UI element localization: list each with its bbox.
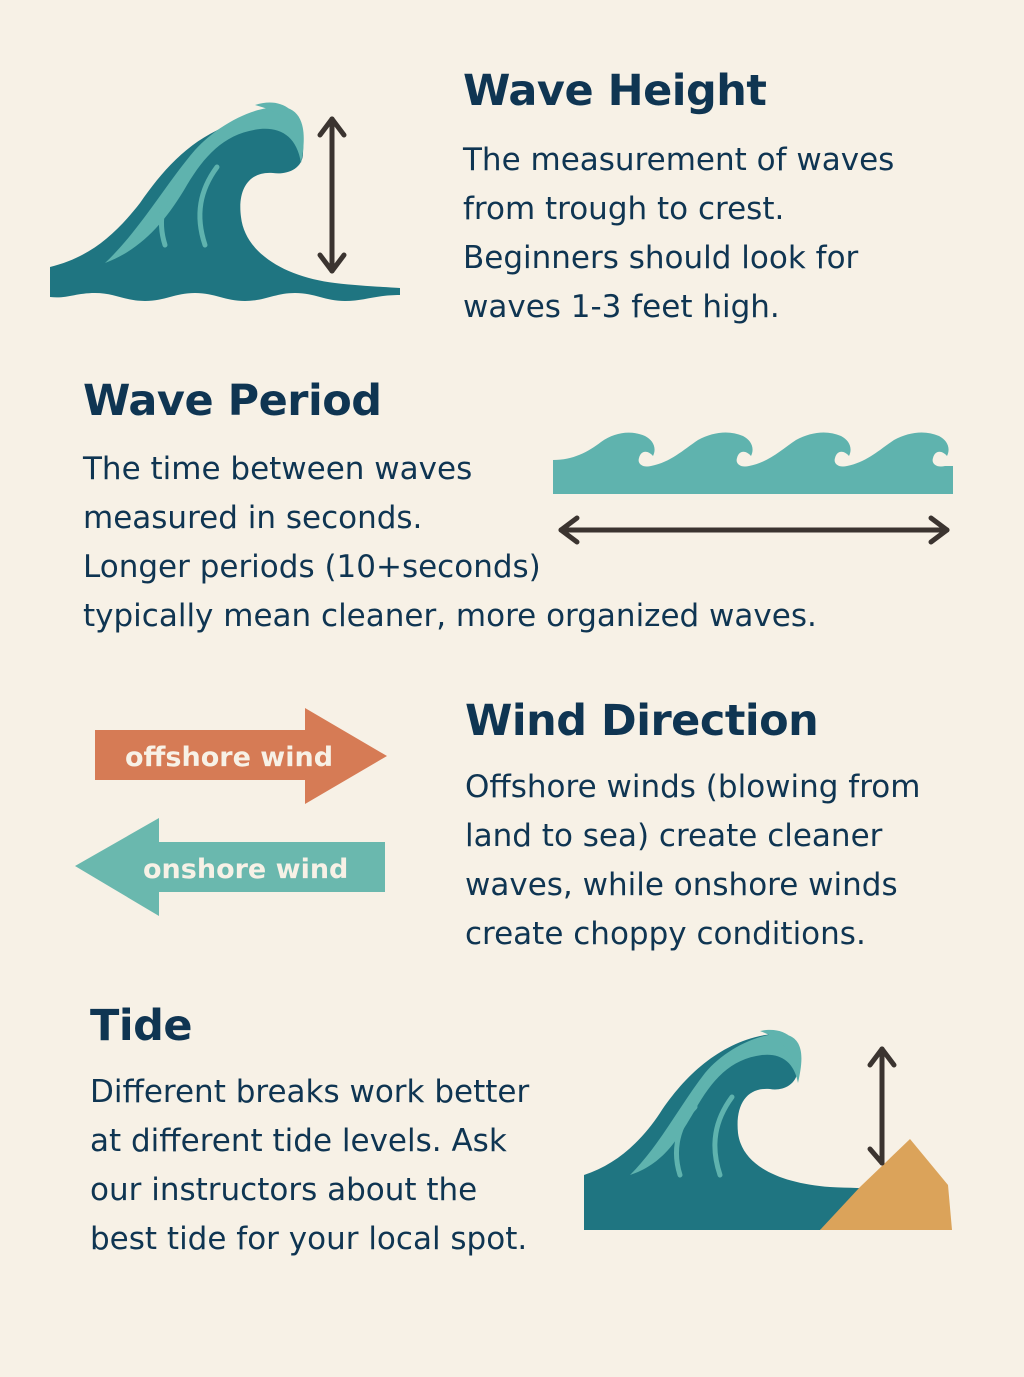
- wind-direction-body: Offshore winds (blowing from land to sea…: [465, 769, 921, 952]
- wave-period-body: The time between waves measured in secon…: [83, 451, 817, 634]
- wave-period-title: Wave Period: [83, 376, 382, 426]
- wave-height-body: The measurement of waves from trough to …: [463, 142, 895, 325]
- wave-period-section: Wave Period The time between waves measu…: [0, 360, 1024, 660]
- tide-wave-icon: [584, 1029, 952, 1230]
- onshore-wind-label: onshore wind: [143, 854, 348, 885]
- sand-beach-shape: [820, 1139, 952, 1230]
- tide-title: Tide: [90, 1001, 193, 1051]
- offshore-wind-arrow-icon: offshore wind: [95, 708, 387, 804]
- onshore-wind-arrow-icon: onshore wind: [75, 818, 385, 916]
- vertical-double-arrow-icon: [317, 116, 347, 274]
- wave-height-title: Wave Height: [463, 66, 767, 116]
- wind-direction-section: offshore wind onshore wind Wind Directio…: [0, 690, 1024, 990]
- tide-body: Different breaks work better at differen…: [90, 1074, 530, 1257]
- breaking-wave-icon: [50, 102, 400, 301]
- wave-band-icon: [553, 432, 953, 494]
- offshore-wind-label: offshore wind: [125, 742, 333, 773]
- horizontal-double-arrow-icon: [558, 515, 950, 545]
- wave-height-section: Wave Height The measurement of waves fro…: [0, 0, 1024, 340]
- wind-direction-title: Wind Direction: [465, 696, 819, 746]
- tide-section: Tide Different breaks work better at dif…: [0, 990, 1024, 1330]
